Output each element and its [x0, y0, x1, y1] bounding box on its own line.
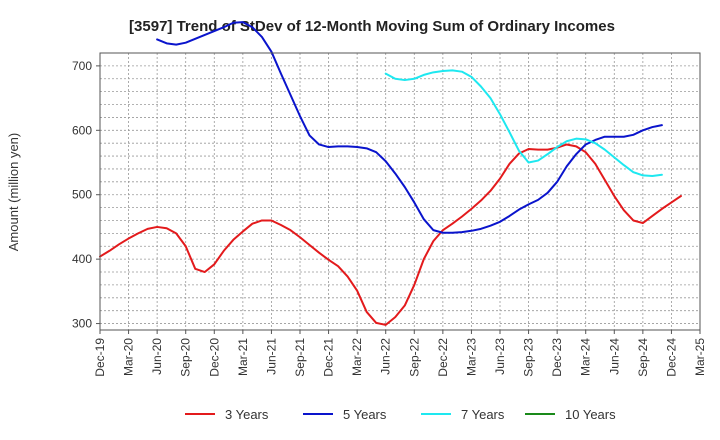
x-tick-label: Sep-20 [179, 338, 193, 377]
y-axis-label: Amount (million yen) [6, 133, 21, 252]
x-tick-label: Jun-24 [607, 338, 621, 375]
x-tick-label: Jun-23 [493, 338, 507, 375]
y-tick-label: 500 [72, 188, 92, 202]
x-tick-label: Jun-21 [264, 338, 278, 375]
y-tick-label: 600 [72, 123, 92, 137]
x-tick-label: Mar-20 [122, 338, 136, 376]
chart-title: [3597] Trend of StDev of 12-Month Moving… [129, 18, 615, 35]
x-tick-label: Dec-23 [550, 338, 564, 377]
legend-label-3: 10 Years [565, 407, 616, 422]
series-line-1 [156, 21, 663, 234]
x-tick-label: Dec-21 [322, 338, 336, 377]
x-tick-label: Sep-24 [636, 338, 650, 377]
series-line-0 [99, 143, 682, 326]
x-tick-label: Mar-25 [693, 338, 707, 376]
x-tick-label: Mar-24 [579, 338, 593, 376]
legend-label-0: 3 Years [225, 407, 269, 422]
x-tick-label: Dec-24 [664, 338, 678, 377]
x-tick-label: Mar-21 [236, 338, 250, 376]
y-tick-label: 700 [72, 59, 92, 73]
legend-label-2: 7 Years [461, 407, 505, 422]
x-tick-label: Sep-23 [522, 338, 536, 377]
series-line-2 [384, 69, 663, 178]
x-tick-label: Dec-19 [93, 338, 107, 377]
y-tick-label: 400 [72, 252, 92, 266]
x-tick-label: Dec-20 [207, 338, 221, 377]
x-tick-label: Mar-23 [464, 338, 478, 376]
x-tick-label: Jun-20 [150, 338, 164, 375]
x-ticks: Dec-19 Mar-20 Jun-20 Sep-20 Dec-20 Mar-21 Jun-… [93, 330, 707, 377]
x-tick-label: Sep-22 [407, 338, 421, 377]
grid [99, 53, 701, 330]
y-ticks: 300 400 500 600 700 [72, 59, 100, 331]
x-tick-label: Dec-22 [436, 338, 450, 377]
y-tick-label: 300 [72, 317, 92, 331]
plot-frame [99, 52, 701, 331]
series-layer [99, 21, 682, 326]
legend: 3 Years 5 Years 7 Years 10 Years [185, 407, 616, 422]
legend-label-1: 5 Years [343, 407, 387, 422]
x-tick-label: Sep-21 [293, 338, 307, 377]
x-tick-label: Mar-22 [350, 338, 364, 376]
x-tick-label: Jun-22 [379, 338, 393, 375]
